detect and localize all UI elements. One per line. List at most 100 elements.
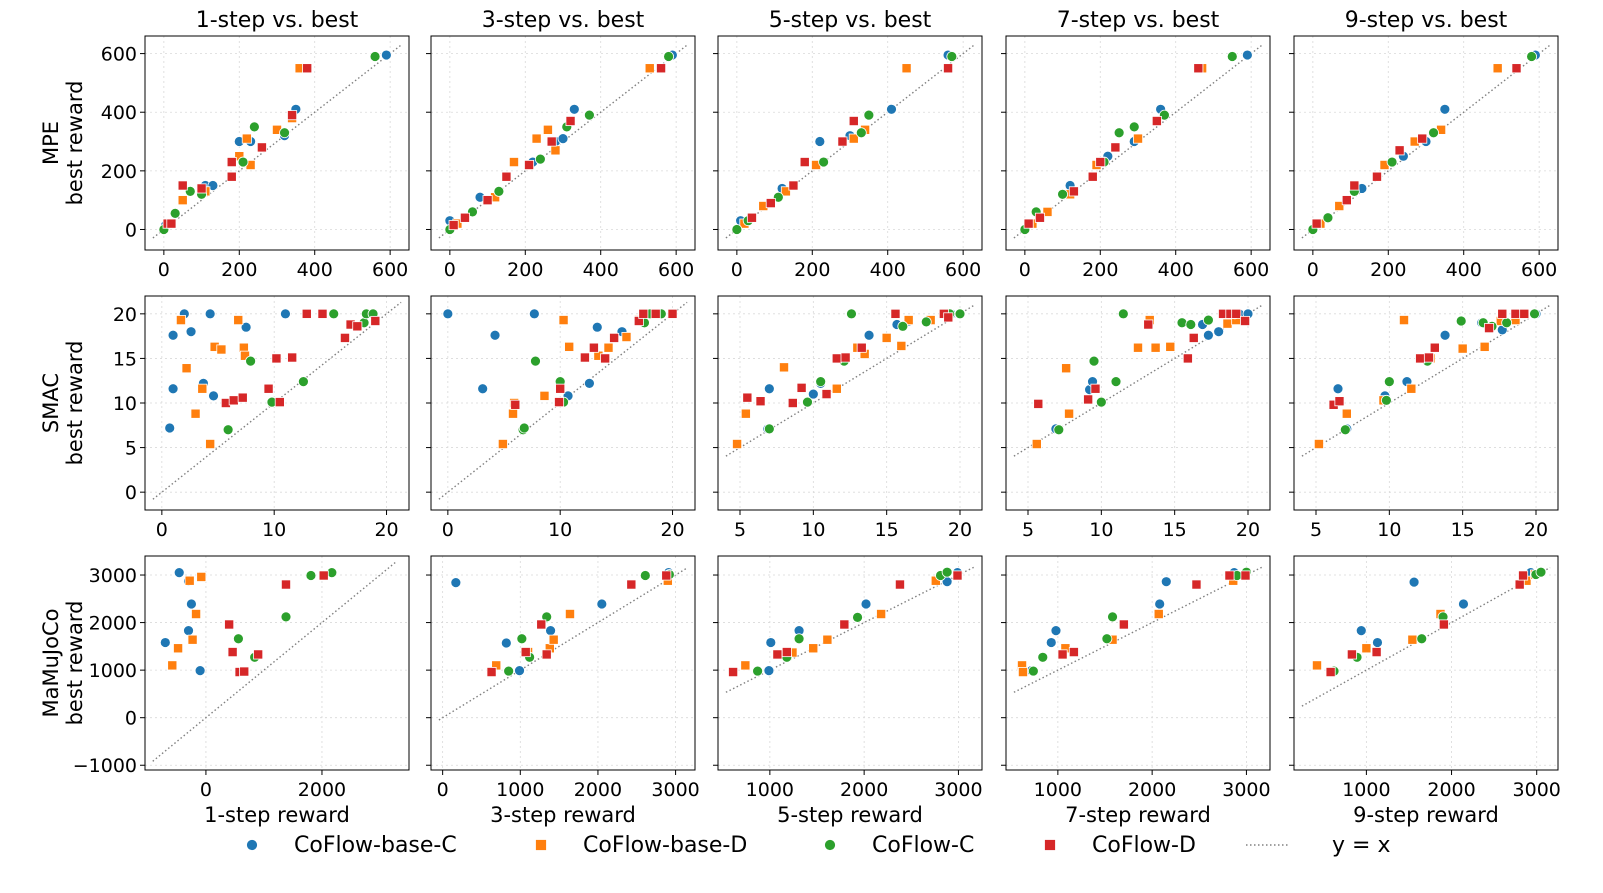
data-point-coflow-d xyxy=(1083,394,1094,405)
y-axis-label-line: best reward xyxy=(63,81,87,206)
legend-label: CoFlow-C xyxy=(872,833,974,858)
data-point-coflow-d xyxy=(1371,171,1382,182)
data-point-coflow-c xyxy=(855,127,867,139)
data-point-coflow-base-d xyxy=(241,133,252,144)
y-axis-label-line: best reward xyxy=(63,601,87,726)
data-point-coflow-d xyxy=(510,399,521,410)
data-point-coflow-base-d xyxy=(1406,383,1417,394)
data-point-coflow-base-c xyxy=(489,329,501,341)
data-point-coflow-d xyxy=(746,212,757,223)
data-point-coflow-base-d xyxy=(196,571,207,582)
data-point-coflow-d xyxy=(650,308,661,319)
data-point-coflow-d xyxy=(256,142,267,153)
data-point-coflow-c xyxy=(1053,424,1065,436)
data-point-coflow-d xyxy=(656,63,667,74)
x-tick-label: 0 xyxy=(442,519,454,541)
data-point-coflow-d xyxy=(742,392,753,403)
data-point-coflow-c xyxy=(534,153,546,165)
data-point-coflow-d xyxy=(1090,383,1101,394)
y-axis-label-line: SMAC xyxy=(39,373,63,433)
x-tick-label: 3000 xyxy=(1513,779,1561,801)
data-point-coflow-base-d xyxy=(808,643,819,654)
data-point-coflow-c xyxy=(541,611,553,623)
data-point-coflow-base-d xyxy=(1042,206,1053,217)
data-point-coflow-base-c xyxy=(164,422,176,434)
data-point-coflow-base-c xyxy=(807,388,819,400)
data-point-coflow-d xyxy=(1519,308,1530,319)
data-point-coflow-base-d xyxy=(903,315,914,326)
y-axis-label-line: MPE xyxy=(39,121,63,165)
data-point-coflow-base-c xyxy=(596,598,608,610)
x-tick-label: 200 xyxy=(1370,259,1406,281)
x-tick-label: 0 xyxy=(444,259,456,281)
x-axis-label: 7-step reward xyxy=(1065,803,1211,827)
x-tick-label: 600 xyxy=(1233,259,1269,281)
data-point-coflow-d xyxy=(482,195,493,206)
data-point-coflow-c xyxy=(1383,376,1395,388)
data-point-coflow-base-c xyxy=(765,637,777,648)
data-point-coflow-base-c xyxy=(1355,625,1367,637)
data-point-coflow-d xyxy=(894,579,905,590)
data-point-coflow-d xyxy=(501,171,512,182)
data-point-coflow-c xyxy=(169,207,181,219)
x-tick-label: 20 xyxy=(374,519,398,541)
data-point-coflow-d xyxy=(1346,649,1357,660)
y-axis-label-line: MaMuJoCo xyxy=(39,609,63,718)
x-tick-label: 400 xyxy=(870,259,906,281)
x-tick-label: 5 xyxy=(1310,519,1322,541)
x-tick-label: 200 xyxy=(507,259,543,281)
data-point-coflow-c xyxy=(503,665,515,677)
data-point-coflow-c xyxy=(518,422,530,434)
data-point-coflow-d xyxy=(318,570,329,581)
data-point-coflow-d xyxy=(1394,145,1405,156)
data-point-coflow-base-d xyxy=(564,609,575,620)
data-point-coflow-d xyxy=(565,116,576,127)
data-point-coflow-base-c xyxy=(1241,49,1253,61)
data-point-coflow-base-d xyxy=(205,439,216,450)
axes-frame xyxy=(144,35,410,251)
data-point-coflow-d xyxy=(1497,308,1508,319)
data-point-coflow-c xyxy=(752,665,763,677)
y-axis-label: MaMuJoCobest reward xyxy=(39,601,87,726)
data-point-coflow-c xyxy=(1203,314,1214,326)
data-point-coflow-base-d xyxy=(187,634,198,645)
data-point-coflow-base-d xyxy=(1153,609,1164,620)
data-point-coflow-d xyxy=(339,332,350,343)
data-point-coflow-base-c xyxy=(568,103,580,115)
x-tick-label: 5 xyxy=(734,519,746,541)
x-tick-label: 2000 xyxy=(840,779,888,801)
data-point-coflow-base-d xyxy=(1492,63,1503,74)
axes-frame xyxy=(717,35,983,251)
data-point-coflow-d xyxy=(821,389,832,400)
data-point-coflow-base-c xyxy=(186,598,197,610)
data-point-coflow-c xyxy=(815,376,827,388)
data-point-coflow-base-c xyxy=(159,637,171,648)
panel-mpe-7: 0 200 400 600 7-step vs. best xyxy=(1001,8,1271,281)
diagonal-line xyxy=(438,567,688,721)
x-tick-label: 0 xyxy=(731,259,743,281)
data-point-coflow-d xyxy=(555,383,566,394)
x-tick-label: 10 xyxy=(262,519,286,541)
data-point-coflow-d xyxy=(848,116,859,127)
x-tick-label: 400 xyxy=(1446,259,1482,281)
data-point-coflow-d xyxy=(1191,579,1202,590)
data-point-coflow-base-c xyxy=(763,383,775,395)
x-tick-label: 0 xyxy=(437,779,449,801)
data-point-coflow-d xyxy=(554,397,565,408)
data-point-coflow-c xyxy=(663,51,674,62)
data-point-coflow-c xyxy=(1455,315,1467,327)
y-tick-label: 0 xyxy=(125,219,137,241)
data-point-coflow-d xyxy=(1193,63,1204,74)
data-point-coflow-d xyxy=(287,110,298,121)
data-point-coflow-base-c xyxy=(814,136,826,147)
data-point-coflow-c xyxy=(467,206,478,218)
data-point-coflow-d xyxy=(253,649,264,660)
data-point-coflow-base-d xyxy=(167,660,178,671)
data-point-coflow-base-c xyxy=(183,625,194,637)
data-point-coflow-base-c xyxy=(208,390,219,402)
x-tick-label: 2000 xyxy=(298,779,346,801)
data-point-coflow-base-d xyxy=(531,133,542,144)
data-point-coflow-d xyxy=(1143,319,1154,330)
legend-label: CoFlow-base-D xyxy=(583,833,747,858)
data-point-coflow-c xyxy=(1159,109,1170,121)
